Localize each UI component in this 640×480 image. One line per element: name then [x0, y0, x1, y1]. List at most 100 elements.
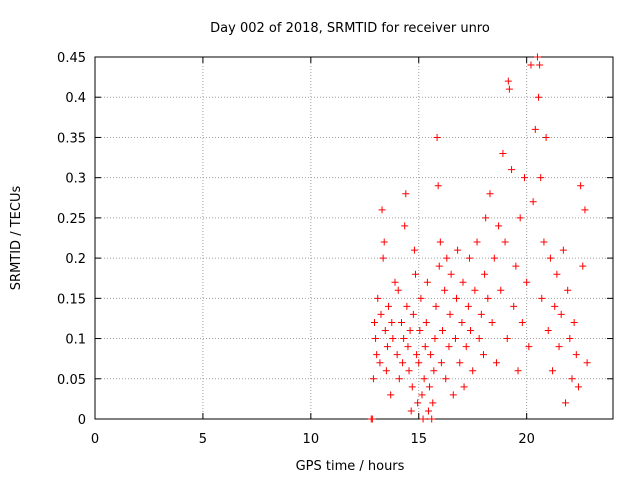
data-point — [400, 335, 408, 343]
data-point — [428, 415, 436, 423]
axis-ticks — [94, 56, 613, 420]
y-tick-label: 0.1 — [65, 333, 86, 348]
data-point — [429, 399, 437, 407]
data-point — [497, 286, 505, 294]
data-point — [454, 246, 462, 254]
data-point — [393, 351, 401, 359]
data-point — [482, 214, 490, 222]
y-tick-label: 0.15 — [57, 292, 86, 307]
data-point — [549, 367, 557, 375]
data-point — [435, 262, 443, 270]
data-point — [378, 206, 386, 214]
data-point — [551, 302, 559, 310]
x-tick-label: 20 — [518, 432, 535, 447]
data-point — [559, 246, 567, 254]
data-point — [383, 343, 391, 351]
data-point — [553, 270, 561, 278]
data-point — [438, 327, 446, 335]
data-point — [372, 335, 380, 343]
data-point — [447, 270, 455, 278]
data-point — [385, 302, 393, 310]
data-point — [566, 335, 574, 343]
data-point — [437, 359, 445, 367]
y-tick-label: 0.35 — [57, 131, 86, 146]
data-point — [403, 302, 411, 310]
data-point — [525, 343, 533, 351]
data-point — [406, 327, 414, 335]
grid-lines — [95, 57, 613, 419]
tick-labels: 0 0.05 0.1 0.15 0.2 0.25 0.3 0.35 0.4 0.45 0 5 10 15 2… — [57, 51, 535, 447]
data-point — [408, 383, 416, 391]
data-point — [397, 318, 405, 326]
data-point — [432, 302, 440, 310]
data-point — [377, 310, 385, 318]
data-point — [480, 351, 487, 359]
data-point — [441, 286, 449, 294]
data-point — [414, 399, 422, 407]
data-point — [504, 77, 512, 85]
data-point — [505, 85, 513, 93]
data-point — [421, 343, 429, 351]
data-point — [399, 359, 407, 367]
data-point — [426, 383, 434, 391]
y-tick-label: 0.3 — [65, 172, 86, 187]
data-point — [423, 278, 431, 286]
y-tick-label: 0 — [78, 413, 86, 428]
data-point — [410, 246, 418, 254]
data-point — [492, 359, 500, 367]
x-axis-label: GPS time / hours — [296, 459, 405, 474]
data-point — [405, 367, 413, 375]
data-point — [531, 125, 539, 133]
data-point — [488, 318, 496, 326]
x-tick-label: 5 — [199, 432, 207, 447]
data-point — [417, 294, 425, 302]
data-point — [391, 278, 399, 286]
data-point — [424, 407, 432, 415]
data-point — [537, 174, 545, 182]
data-point — [409, 310, 417, 318]
data-point — [413, 351, 421, 359]
data-point — [508, 166, 516, 174]
data-point — [381, 327, 389, 335]
data-point — [379, 254, 387, 262]
data-points — [367, 53, 591, 423]
data-point — [442, 375, 450, 383]
data-point — [521, 174, 529, 182]
data-point — [371, 318, 379, 326]
data-point — [503, 335, 511, 343]
data-point — [536, 61, 544, 69]
data-point — [369, 375, 377, 383]
data-point — [422, 318, 430, 326]
data-point — [516, 214, 524, 222]
data-point — [469, 367, 477, 375]
data-point — [568, 375, 576, 383]
data-point — [380, 238, 388, 246]
data-point — [501, 238, 509, 246]
data-point — [542, 133, 550, 141]
x-tick-label: 0 — [91, 432, 99, 447]
data-point — [495, 222, 503, 230]
chart-title: Day 002 of 2018, SRMTID for receiver unr… — [210, 21, 490, 36]
data-point — [402, 190, 410, 198]
data-point — [490, 254, 498, 262]
y-axis-label: SRMTID / TECUs — [9, 186, 24, 291]
data-point — [535, 93, 543, 101]
data-point — [415, 359, 423, 367]
data-point — [453, 294, 461, 302]
data-point — [401, 222, 409, 230]
data-point — [544, 327, 552, 335]
data-point — [416, 327, 424, 335]
data-point — [376, 359, 384, 367]
data-point — [387, 391, 395, 399]
data-point — [394, 286, 402, 294]
data-point — [459, 278, 467, 286]
data-point — [407, 407, 415, 415]
data-point — [382, 367, 390, 375]
data-point — [481, 270, 489, 278]
data-point — [564, 286, 572, 294]
data-point — [572, 351, 580, 359]
x-tick-label: 10 — [303, 432, 320, 447]
data-point — [374, 294, 382, 302]
data-point — [388, 318, 396, 326]
data-point — [477, 310, 485, 318]
